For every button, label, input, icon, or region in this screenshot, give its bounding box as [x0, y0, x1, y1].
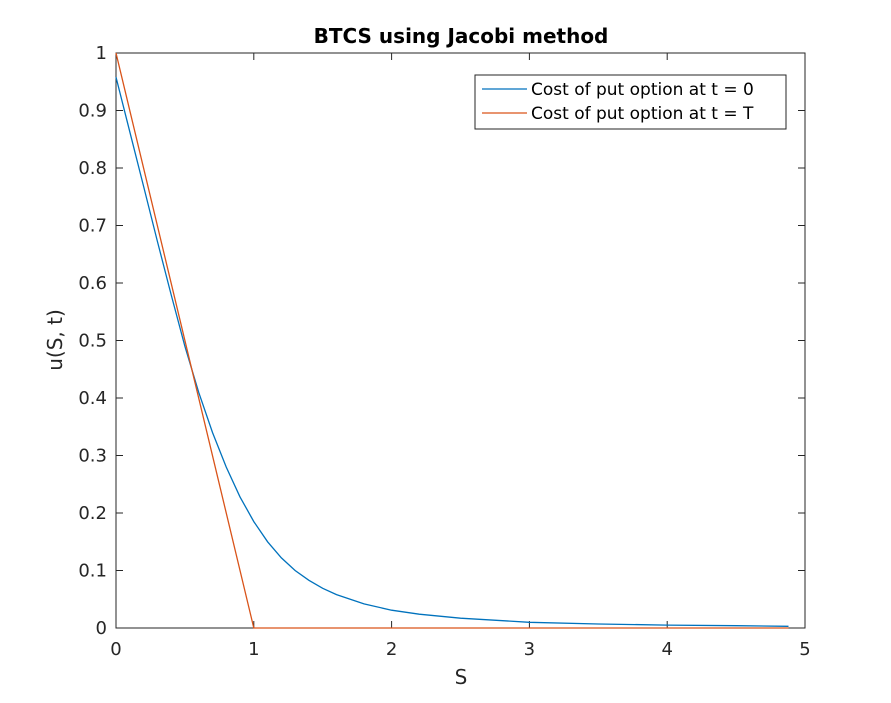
series-layer — [115, 52, 789, 629]
series-line-1 — [115, 76, 789, 627]
legend-box — [474, 74, 787, 130]
y-tick-label: 0.7 — [78, 216, 107, 237]
y-tick-label: 0.5 — [78, 331, 107, 352]
x-tick-label: 1 — [248, 639, 259, 660]
plot-area — [115, 52, 806, 629]
y-tick-label: 0.4 — [78, 388, 107, 409]
y-tick-label: 0.8 — [78, 158, 107, 179]
y-tick-label: 0.9 — [78, 101, 107, 122]
x-tick-label: 3 — [524, 639, 535, 660]
legend-label-2: Cost of put option at t = T — [531, 104, 754, 124]
y-tick-label: 0 — [96, 618, 107, 639]
chart-title: BTCS using Jacobi method — [314, 24, 609, 48]
series-line-2 — [115, 52, 789, 629]
y-axis: 0 0.1 0.2 0.3 0.4 0.5 0.6 0.7 0.8 0.9 1 — [78, 43, 805, 639]
legend-label-1: Cost of put option at t = 0 — [531, 80, 754, 100]
x-tick-label: 4 — [661, 639, 672, 660]
y-tick-label: 0.2 — [78, 503, 107, 524]
y-tick-label: 0.1 — [78, 561, 107, 582]
axes-box — [115, 52, 806, 629]
x-axis: 0 1 2 3 4 5 — [110, 53, 811, 660]
y-axis-label: u(S, t) — [43, 309, 67, 371]
x-axis-label: S — [455, 665, 468, 689]
x-tick-label: 0 — [110, 639, 121, 660]
x-tick-label: 5 — [799, 639, 810, 660]
y-tick-label: 0.6 — [78, 273, 107, 294]
legend: Cost of put option at t = 0 Cost of put o… — [474, 74, 787, 130]
y-tick-label: 0.3 — [78, 446, 107, 467]
y-tick-label: 1 — [96, 43, 107, 64]
x-tick-label: 2 — [386, 639, 397, 660]
